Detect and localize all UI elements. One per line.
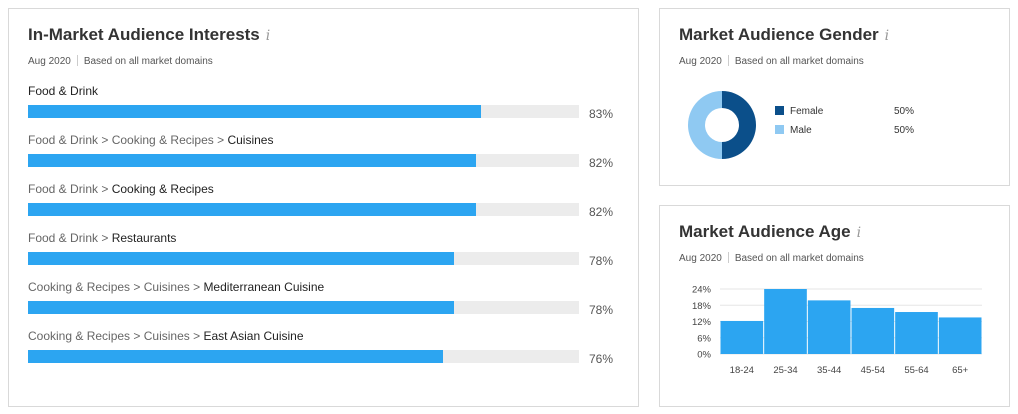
basis-label: Based on all market domains	[734, 56, 864, 67]
x-tick-label: 35-44	[817, 365, 841, 376]
divider	[727, 252, 729, 263]
interest-category[interactable]: Restaurants	[111, 231, 177, 245]
gender-legend-item: Female 50%	[775, 106, 914, 117]
age-bar-18-24[interactable]	[720, 320, 764, 354]
info-icon[interactable]: i	[265, 28, 271, 44]
interest-percent: 78%	[589, 254, 614, 268]
gender-legend-item: Male 50%	[775, 125, 914, 136]
info-icon[interactable]: i	[856, 225, 862, 241]
interest-percent: 83%	[589, 107, 614, 121]
y-tick-label: 18%	[692, 301, 712, 312]
divider	[76, 55, 78, 66]
interest-bar-fill	[28, 350, 443, 363]
interest-category[interactable]: Cuisines	[227, 133, 274, 147]
interest-bar-fill	[28, 203, 476, 216]
age-bar-35-44[interactable]	[807, 300, 851, 354]
legend-swatch	[775, 125, 784, 134]
in-market-interests-panel: In-Market Audience Interests i Aug 2020 Ba…	[8, 8, 639, 407]
audience-age-panel: Market Audience Age i Aug 2020 Based on al…	[659, 205, 1010, 407]
interest-percent: 78%	[589, 303, 614, 317]
date-label: Aug 2020	[679, 253, 722, 264]
x-tick-label: 18-24	[730, 365, 754, 376]
x-tick-label: 55-64	[904, 365, 928, 376]
interest-category[interactable]: Food & Drink	[28, 84, 99, 98]
interest-bar-track	[28, 350, 579, 363]
donut-slice-male[interactable]	[688, 91, 722, 159]
basis-label: Based on all market domains	[83, 56, 213, 67]
y-tick-label: 12%	[692, 317, 712, 328]
interest-category[interactable]: Mediterranean Cuisine	[203, 280, 325, 294]
divider	[727, 55, 729, 66]
interest-path: Cooking & Recipes > Cuisines >	[28, 280, 204, 294]
interest-label: Cooking & Recipes > Cuisines > Mediterra…	[28, 280, 324, 294]
info-icon[interactable]: i	[884, 28, 890, 44]
interest-path: Cooking & Recipes > Cuisines >	[28, 329, 204, 343]
interest-row: Food & Drink > Cooking & Recipes 82%	[28, 182, 618, 222]
x-tick-label: 45-54	[861, 365, 885, 376]
y-tick-label: 24%	[692, 285, 712, 296]
age-bar-65+[interactable]	[938, 317, 982, 354]
interest-bar-fill	[28, 154, 476, 167]
audience-gender-panel: Market Audience Gender i Aug 2020 Based on…	[659, 8, 1010, 186]
interest-row: Food & Drink > Restaurants 78%	[28, 231, 618, 271]
interest-row: Cooking & Recipes > Cuisines > East Asia…	[28, 329, 618, 369]
interest-category[interactable]: Cooking & Recipes	[111, 182, 214, 196]
legend-value: 50%	[894, 125, 915, 136]
interest-bar-fill	[28, 301, 454, 314]
gender-donut-chart	[688, 91, 756, 159]
legend-swatch	[775, 106, 784, 115]
interest-label: Food & Drink > Restaurants	[28, 231, 176, 245]
x-tick-label: 65+	[952, 365, 969, 376]
interest-bar-track	[28, 105, 579, 118]
interest-category[interactable]: East Asian Cuisine	[203, 329, 304, 343]
interest-bar-track	[28, 301, 579, 314]
age-title: Market Audience Age i	[679, 222, 862, 241]
interest-label: Food & Drink > Cooking & Recipes	[28, 182, 214, 196]
age-bar-25-34[interactable]	[764, 289, 807, 354]
legend-name: Male	[790, 125, 812, 136]
gender-title: Market Audience Gender i	[679, 25, 890, 44]
x-tick-label: 25-34	[773, 365, 797, 376]
interest-path: Food & Drink >	[28, 182, 112, 196]
age-bar-55-64[interactable]	[895, 312, 938, 354]
basis-label: Based on all market domains	[734, 253, 864, 264]
y-tick-label: 6%	[697, 333, 711, 344]
y-tick-label: 0%	[697, 350, 711, 361]
date-label: Aug 2020	[28, 56, 71, 67]
interest-label: Cooking & Recipes > Cuisines > East Asia…	[28, 329, 304, 343]
interest-bar-track	[28, 154, 579, 167]
interest-percent: 82%	[589, 205, 614, 219]
interest-path: Food & Drink >	[28, 231, 112, 245]
interest-label: Food & Drink > Cooking & Recipes > Cuisi…	[28, 133, 273, 147]
legend-name: Female	[790, 106, 824, 117]
interest-bar-track	[28, 203, 579, 216]
interests-title: In-Market Audience Interests i	[28, 25, 271, 44]
interest-percent: 82%	[589, 156, 614, 170]
interest-percent: 76%	[589, 352, 614, 366]
interest-bar-fill	[28, 252, 454, 265]
legend-value: 50%	[894, 106, 915, 117]
interest-path: Food & Drink > Cooking & Recipes >	[28, 133, 228, 147]
interest-row: Food & Drink > Cooking & Recipes > Cuisi…	[28, 133, 618, 173]
interest-label: Food & Drink	[28, 84, 98, 98]
date-label: Aug 2020	[679, 56, 722, 67]
interest-bar-track	[28, 252, 579, 265]
interest-row: Cooking & Recipes > Cuisines > Mediterra…	[28, 280, 618, 320]
age-meta: Aug 2020 Based on all market domains	[679, 252, 864, 264]
donut-slice-female[interactable]	[722, 91, 756, 159]
age-bar-chart: 0% 6% 12% 18% 24% 18-24 25-34 35-44 45-54 55-64 65…	[692, 285, 982, 376]
interest-bar-fill	[28, 105, 481, 118]
interests-meta: Aug 2020 Based on all market domains	[28, 55, 213, 67]
interest-row: Food & Drink 83%	[28, 84, 618, 124]
age-bar-45-54[interactable]	[851, 307, 895, 354]
gender-meta: Aug 2020 Based on all market domains	[679, 55, 864, 67]
